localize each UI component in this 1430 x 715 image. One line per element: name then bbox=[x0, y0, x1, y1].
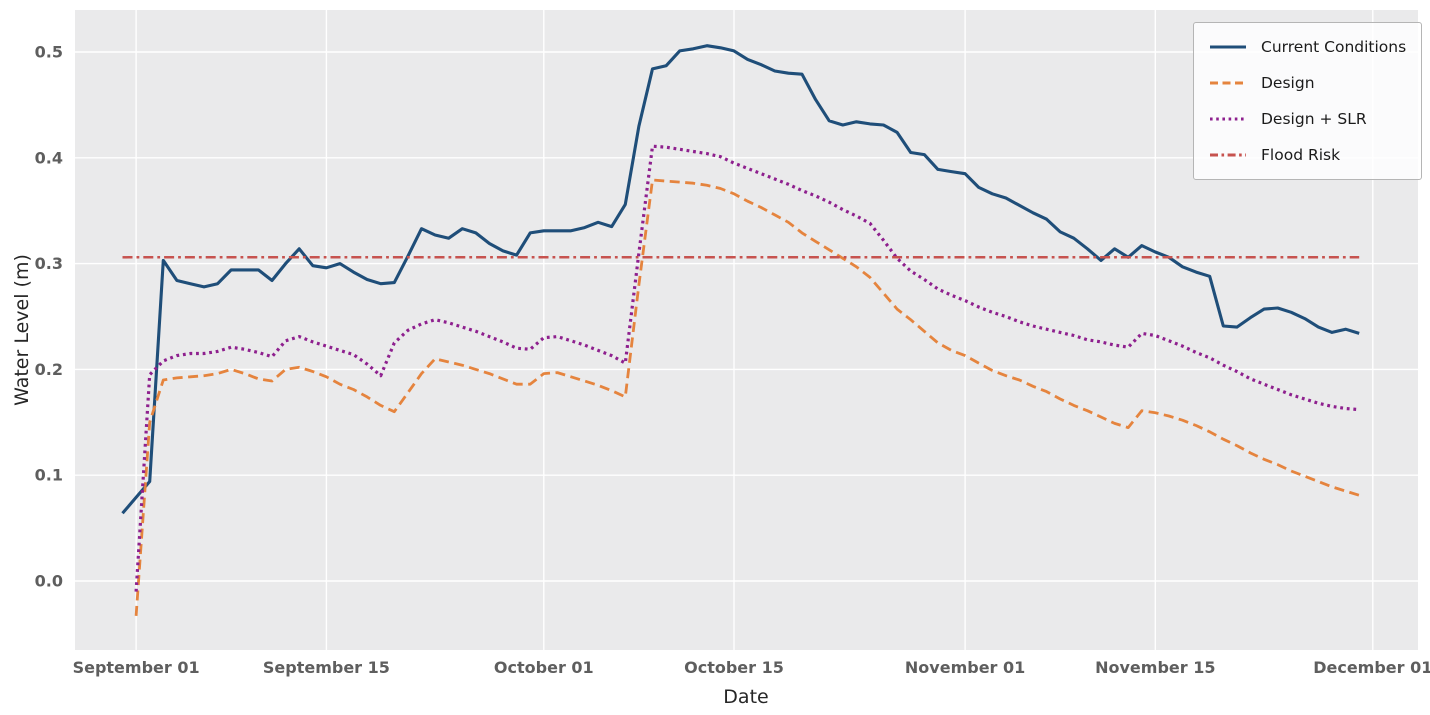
x-tick-label: October 01 bbox=[494, 658, 594, 677]
legend-label: Design bbox=[1261, 74, 1315, 92]
x-tick-label: September 15 bbox=[263, 658, 390, 677]
legend-label: Design + SLR bbox=[1261, 110, 1367, 128]
legend-dotted-line-icon bbox=[1210, 117, 1246, 121]
y-tick-label: 0.0 bbox=[35, 572, 63, 591]
legend-item-flood-risk: Flood Risk bbox=[1194, 146, 1421, 164]
y-tick-label: 0.5 bbox=[35, 43, 63, 62]
legend-label: Current Conditions bbox=[1261, 38, 1407, 56]
y-tick-label: 0.4 bbox=[35, 148, 63, 167]
legend-item-design: Design bbox=[1194, 74, 1421, 92]
x-axis-title: Date bbox=[723, 686, 769, 708]
legend-item-design-slr: Design + SLR bbox=[1194, 110, 1421, 128]
legend-item-current-conditions: Current Conditions bbox=[1194, 38, 1421, 56]
y-axis-title: Water Level (m) bbox=[11, 254, 33, 406]
x-tick-label: November 15 bbox=[1095, 658, 1215, 677]
legend-label: Flood Risk bbox=[1261, 146, 1341, 164]
y-tick-label: 0.3 bbox=[35, 254, 63, 273]
x-tick-label: December 01 bbox=[1313, 658, 1430, 677]
legend-dashed-line-icon bbox=[1210, 81, 1246, 85]
series-line-design bbox=[134, 178, 1360, 616]
y-tick-label: 0.2 bbox=[35, 360, 63, 379]
x-tick-label: October 15 bbox=[684, 658, 784, 677]
series-line-current-conditions bbox=[121, 44, 1360, 515]
legend-dashdot-line-icon bbox=[1210, 153, 1246, 157]
legend-solid-line-icon bbox=[1210, 45, 1246, 49]
legend: Current Conditions Design Design + SLR F… bbox=[1193, 22, 1422, 180]
y-tick-label: 0.1 bbox=[35, 466, 63, 485]
x-tick-label: November 01 bbox=[905, 658, 1025, 677]
x-tick-label: September 01 bbox=[73, 658, 200, 677]
